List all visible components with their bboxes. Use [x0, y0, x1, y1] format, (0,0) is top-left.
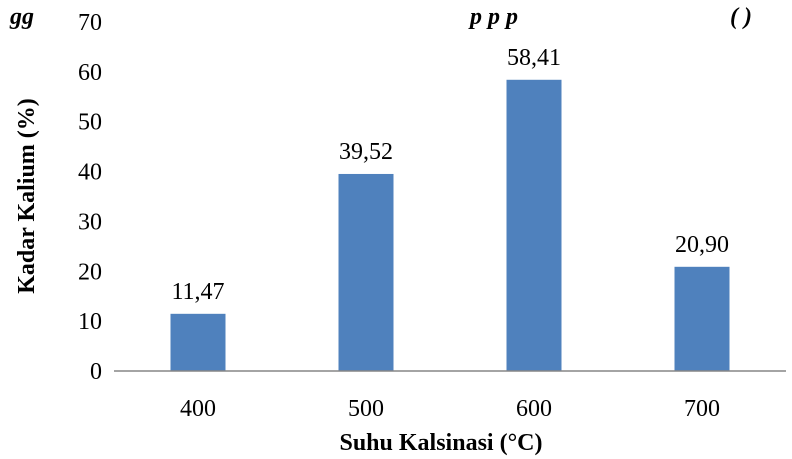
y-tick-label: 40: [78, 160, 102, 186]
data-labels: 11,47 39,52 58,41 20,90: [171, 45, 729, 305]
bars: [170, 79, 730, 372]
x-tick-label-700: 700: [684, 396, 720, 422]
x-axis-ticks: 400 500 600 700: [180, 396, 720, 422]
y-tick-label: 0: [90, 359, 102, 385]
y-axis-ticks: 0 10 20 30 40 50 60 70: [78, 10, 102, 385]
y-tick-label: 50: [78, 110, 102, 136]
y-axis-title: Kadar Kalium (%): [14, 98, 40, 294]
data-label-400: 11,47: [171, 279, 224, 305]
bar-600: [506, 79, 562, 372]
bar-400: [170, 313, 226, 371]
y-tick-label: 70: [78, 10, 102, 36]
data-label-700: 20,90: [675, 232, 729, 258]
bar-700: [674, 266, 730, 371]
bar-500: [338, 173, 394, 371]
y-tick-label: 10: [78, 309, 102, 335]
chart-title-fragment-middle: p p p: [468, 4, 518, 30]
chart-title-fragment-left: gg: [9, 4, 34, 30]
y-tick-label: 30: [78, 209, 102, 235]
x-tick-label-500: 500: [348, 396, 384, 422]
y-tick-label: 20: [78, 259, 102, 285]
x-tick-label-400: 400: [180, 396, 216, 422]
chart-title-fragment-right: ( ): [730, 4, 752, 30]
data-label-600: 58,41: [507, 45, 561, 71]
y-tick-label: 60: [78, 60, 102, 86]
x-tick-label-600: 600: [516, 396, 552, 422]
x-axis-title: Suhu Kalsinasi (°C): [339, 430, 542, 456]
data-label-500: 39,52: [339, 139, 393, 165]
